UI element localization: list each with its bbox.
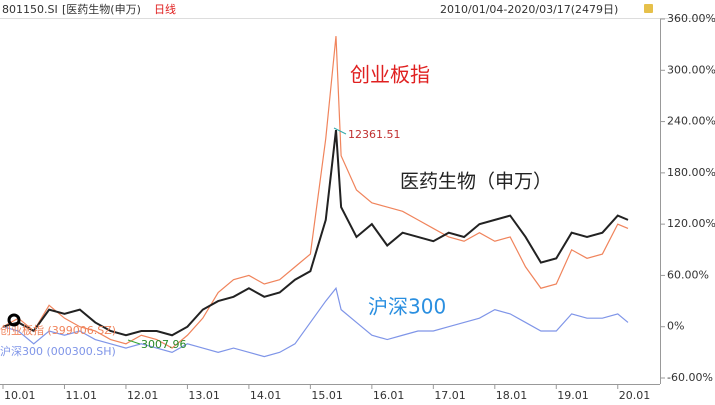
y-tick-label: 180.00% — [667, 166, 715, 179]
date-range: 2010/01/04-2020/03/17(2479日) — [440, 3, 618, 16]
series-line — [2, 286, 629, 358]
marker — [7, 313, 21, 327]
series-line — [2, 130, 629, 337]
point-label: 12361.51 — [348, 128, 401, 141]
y-tick-label: 120.00% — [667, 217, 715, 230]
period: 日线 — [154, 2, 176, 16]
code: 801150.SI — [2, 3, 58, 16]
x-tick-label: 16.01 — [373, 389, 405, 402]
x-tick-label: 11.01 — [65, 389, 97, 402]
x-tick-label: 13.01 — [188, 389, 220, 402]
x-tick-label: 15.01 — [311, 389, 343, 402]
y-tick-label: 240.00% — [667, 115, 715, 128]
x-tick-label: 12.01 — [127, 389, 159, 402]
y-tick-label: 0% — [667, 320, 684, 333]
annotation: 医药生物（申万） — [400, 171, 552, 193]
x-tick-label: 20.01 — [619, 389, 651, 402]
x-tick-label: 17.01 — [434, 389, 466, 402]
index-name: [医药生物(申万) — [62, 2, 141, 16]
lock-icon[interactable] — [644, 4, 653, 13]
legend-entry: 创业板指 (399006.SZ) — [0, 323, 116, 337]
y-tick-label: 60.00% — [667, 268, 709, 281]
legend-entry: 沪深300 (000300.SH) — [0, 344, 116, 358]
x-tick-label: 19.01 — [557, 389, 589, 402]
y-tick-label: 360.00% — [667, 12, 715, 25]
x-tick-label: 18.01 — [496, 389, 528, 402]
x-tick-label: 10.01 — [4, 389, 36, 402]
annotation: 创业板指 — [350, 63, 430, 87]
y-tick-label: 300.00% — [667, 63, 715, 76]
x-tick-label: 14.01 — [250, 389, 282, 402]
pointer — [127, 339, 141, 345]
pointer — [333, 127, 347, 135]
point-label: 3007.96 — [141, 338, 187, 351]
annotation: 沪深300 — [368, 295, 446, 319]
y-tick-label: -60.00% — [667, 371, 713, 384]
series-line — [2, 36, 629, 349]
